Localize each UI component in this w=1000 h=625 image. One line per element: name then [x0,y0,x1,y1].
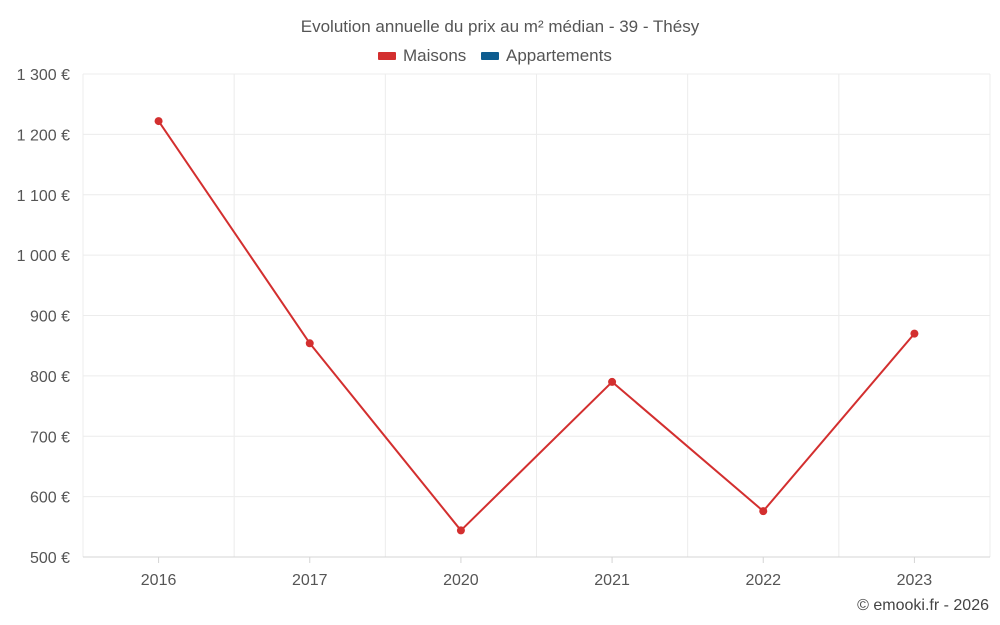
data-point[interactable] [910,329,919,338]
legend-label-maisons: Maisons [403,46,466,65]
y-tick-label: 900 € [30,309,70,326]
legend-item-maisons[interactable]: Maisons [378,46,466,65]
data-point[interactable] [456,526,465,535]
data-point[interactable] [154,117,163,126]
legend-item-appartements[interactable]: Appartements [481,46,612,65]
y-tick-label: 600 € [30,490,70,507]
legend-swatch-appartements [481,52,499,60]
y-tick-label: 800 € [30,369,70,386]
x-tick-label: 2023 [897,572,933,589]
x-tick-label: 2020 [443,572,479,589]
x-tick-label: 2021 [594,572,630,589]
y-tick-label: 700 € [30,429,70,446]
chart-title: Evolution annuelle du prix au m² médian … [301,17,700,36]
x-tick-label: 2016 [141,572,177,589]
data-point[interactable] [608,377,617,386]
legend: Maisons Appartements [378,46,612,65]
y-axis: 500 € 600 € 700 € 800 € 900 € 1 000 € 1 100 € 1… [17,67,70,567]
x-tick-label: 2022 [745,572,781,589]
y-tick-label: 500 € [30,550,70,567]
legend-swatch-maisons [378,52,396,60]
legend-label-appartements: Appartements [506,46,612,65]
series-line [157,120,916,532]
y-tick-label: 1 200 € [17,127,70,144]
y-tick-label: 1 000 € [17,248,70,265]
y-tick-label: 1 300 € [17,67,70,84]
data-point[interactable] [305,339,314,348]
series-maisons [154,117,919,535]
data-point[interactable] [759,507,768,516]
grid [82,73,991,557]
y-tick-label: 1 100 € [17,188,70,205]
x-axis: 2016 2017 2020 2021 2022 2023 [83,556,990,589]
credit-text: © emooki.fr - 2026 [857,597,989,614]
x-tick-label: 2017 [292,572,328,589]
